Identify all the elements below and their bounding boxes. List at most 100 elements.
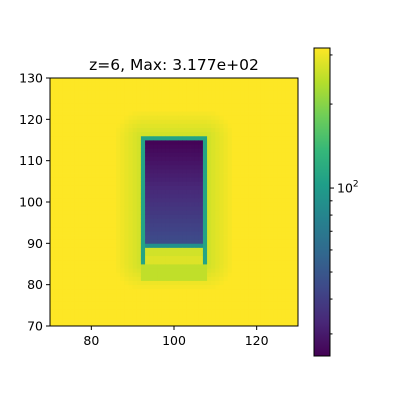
heatmap-cell <box>211 152 216 157</box>
heatmap-cell <box>124 314 129 319</box>
heatmap-cell <box>257 90 262 95</box>
heatmap-cell <box>58 297 63 302</box>
heatmap-cell <box>71 214 76 219</box>
heatmap-cell <box>269 210 274 215</box>
heatmap-cell <box>290 123 295 128</box>
heatmap-cell <box>67 119 72 124</box>
heatmap-cell <box>54 181 59 186</box>
heatmap-cell <box>191 264 196 269</box>
y-axis: 708090100110120130 <box>19 71 50 334</box>
heatmap-cell <box>71 185 76 190</box>
heatmap-cell <box>228 148 233 153</box>
heatmap-cell <box>240 177 245 182</box>
heatmap-cell <box>277 297 282 302</box>
heatmap-cell <box>277 95 282 100</box>
heatmap-cell <box>133 107 138 112</box>
heatmap-cell <box>219 148 224 153</box>
heatmap-cell <box>124 82 129 87</box>
heatmap-cell <box>195 177 200 182</box>
heatmap-cell <box>54 281 59 286</box>
heatmap-cell <box>236 198 241 203</box>
heatmap-cell <box>129 190 134 195</box>
heatmap-cell <box>253 314 258 319</box>
heatmap-cell <box>211 219 216 224</box>
heatmap-cell <box>244 268 249 273</box>
heatmap-cell <box>232 285 237 290</box>
heatmap-cell <box>244 169 249 174</box>
heatmap-cell <box>120 247 125 252</box>
heatmap-cell <box>116 318 121 323</box>
heatmap-cell <box>166 293 171 298</box>
heatmap-cell <box>178 293 183 298</box>
heatmap-cell <box>269 256 274 261</box>
heatmap-cell <box>75 161 80 166</box>
heatmap-cell <box>195 223 200 228</box>
heatmap-cell <box>240 202 245 207</box>
heatmap-cell <box>211 202 216 207</box>
heatmap-cell <box>79 301 84 306</box>
heatmap-cell <box>58 206 63 211</box>
heatmap-cell <box>182 297 187 302</box>
heatmap-cell <box>199 95 204 100</box>
heatmap-cell <box>219 318 224 323</box>
heatmap-cell <box>108 243 113 248</box>
heatmap-cell <box>277 318 282 323</box>
heatmap-cell <box>191 90 196 95</box>
heatmap-cell <box>87 185 92 190</box>
heatmap-cell <box>112 148 117 153</box>
heatmap-cell <box>191 194 196 199</box>
heatmap-cell <box>137 86 142 91</box>
heatmap-cell <box>273 214 278 219</box>
heatmap-cell <box>182 318 187 323</box>
heatmap-cell <box>281 297 286 302</box>
heatmap-cell <box>203 103 208 108</box>
heatmap-cell <box>95 82 100 87</box>
heatmap-cell <box>236 148 241 153</box>
heatmap-cell <box>62 268 67 273</box>
heatmap-cell <box>186 256 191 261</box>
heatmap-cell <box>228 128 233 133</box>
heatmap-cell <box>224 301 229 306</box>
heatmap-cell <box>91 194 96 199</box>
heatmap-cell <box>91 235 96 240</box>
heatmap-cell <box>211 285 216 290</box>
heatmap-cell <box>83 227 88 232</box>
heatmap-cell <box>253 115 258 120</box>
heatmap-cell <box>248 202 253 207</box>
heatmap-cell <box>100 177 105 182</box>
heatmap-cell <box>248 194 253 199</box>
heatmap-cell <box>157 128 162 133</box>
heatmap-cell <box>232 305 237 310</box>
heatmap-cell <box>166 128 171 133</box>
heatmap-cell <box>54 268 59 273</box>
heatmap-cell <box>286 185 291 190</box>
heatmap-cell <box>141 252 146 257</box>
heatmap-cell <box>149 119 154 124</box>
heatmap-cell <box>195 181 200 186</box>
heatmap-cell <box>195 95 200 100</box>
heatmap-cell <box>104 256 109 261</box>
heatmap-cell <box>157 219 162 224</box>
heatmap-cell <box>137 152 142 157</box>
heatmap-cell <box>112 281 117 286</box>
heatmap-cell <box>75 123 80 128</box>
heatmap-cell <box>157 301 162 306</box>
heatmap-cell <box>153 268 158 273</box>
heatmap-cell <box>137 148 142 153</box>
heatmap-cell <box>50 136 55 141</box>
heatmap-cell <box>91 123 96 128</box>
heatmap-cell <box>141 185 146 190</box>
heatmap-cell <box>79 198 84 203</box>
heatmap-cell <box>174 223 179 228</box>
heatmap-cell <box>145 119 150 124</box>
heatmap-cell <box>199 144 204 149</box>
heatmap-cell <box>199 82 204 87</box>
heatmap-cell <box>244 231 249 236</box>
heatmap-cell <box>162 107 167 112</box>
heatmap-cell <box>248 231 253 236</box>
heatmap-cell <box>281 190 286 195</box>
heatmap-cell <box>58 231 63 236</box>
heatmap-cell <box>141 309 146 314</box>
heatmap-cell <box>100 78 105 83</box>
heatmap-cell <box>91 206 96 211</box>
